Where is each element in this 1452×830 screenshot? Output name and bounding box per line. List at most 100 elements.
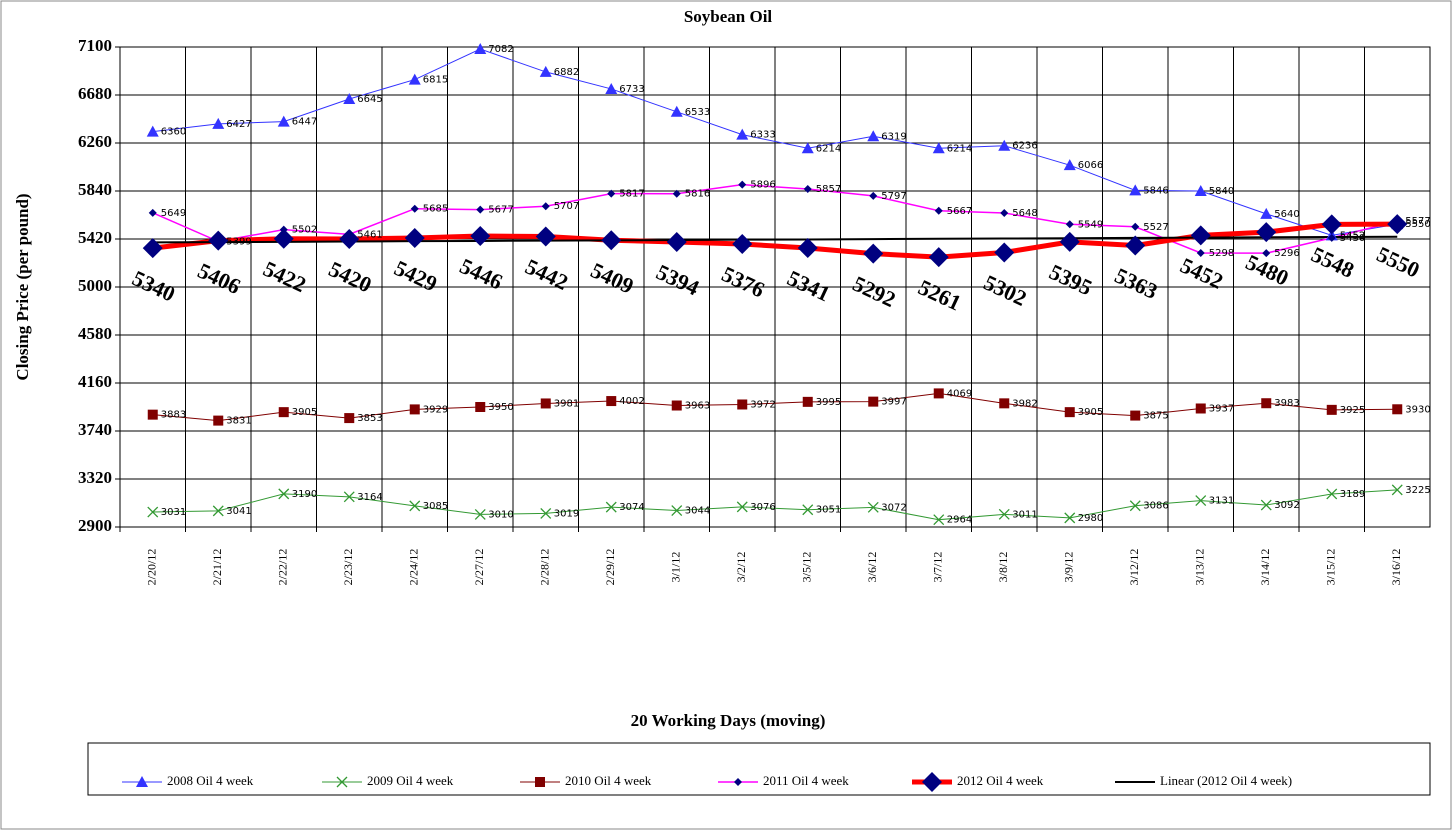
marker bbox=[208, 230, 229, 251]
data-label: 3010 bbox=[488, 509, 513, 520]
marker bbox=[278, 488, 290, 500]
marker bbox=[802, 504, 814, 516]
marker bbox=[867, 501, 879, 513]
data-label: 3086 bbox=[1143, 501, 1168, 512]
marker bbox=[803, 185, 812, 194]
marker bbox=[671, 400, 682, 411]
marker bbox=[212, 117, 225, 129]
marker bbox=[737, 399, 748, 410]
data-label: 3831 bbox=[226, 416, 251, 427]
marker bbox=[476, 205, 485, 214]
chart-title: Soybean Oil bbox=[684, 7, 773, 26]
data-label: 5430 bbox=[1340, 233, 1365, 244]
marker bbox=[802, 396, 813, 407]
data-label: 3982 bbox=[1012, 398, 1037, 409]
x-tick-label: 2/28/12 bbox=[538, 549, 552, 586]
data-label: 5797 bbox=[881, 191, 906, 202]
data-label: 5296 bbox=[1274, 248, 1299, 259]
data-label: 2964 bbox=[947, 515, 972, 526]
marker bbox=[142, 238, 163, 259]
data-label: 3997 bbox=[881, 397, 906, 408]
marker bbox=[666, 231, 687, 252]
data-label: 3072 bbox=[881, 502, 906, 513]
data-label: 5707 bbox=[554, 201, 579, 212]
marker bbox=[213, 415, 224, 426]
data-label: 5896 bbox=[750, 180, 775, 191]
y-tick-label: 5420 bbox=[78, 228, 112, 247]
marker bbox=[863, 243, 884, 264]
data-label: 6815 bbox=[423, 75, 448, 86]
legend-label: 2008 Oil 4 week bbox=[167, 773, 254, 788]
marker bbox=[933, 388, 944, 399]
marker bbox=[147, 506, 159, 518]
marker bbox=[1190, 225, 1211, 246]
y-tick-label: 3740 bbox=[78, 420, 112, 439]
data-label: 5577 bbox=[1405, 216, 1430, 227]
marker bbox=[1392, 404, 1403, 415]
data-label: 3883 bbox=[161, 410, 186, 421]
marker bbox=[474, 508, 486, 520]
x-tick-label: 3/15/12 bbox=[1324, 549, 1338, 586]
y-tick-label: 7100 bbox=[78, 36, 112, 55]
data-label: 3051 bbox=[816, 505, 841, 516]
data-label: 6319 bbox=[881, 131, 906, 142]
marker bbox=[670, 105, 683, 117]
x-tick-label: 2/29/12 bbox=[603, 549, 617, 586]
marker bbox=[734, 778, 742, 786]
marker bbox=[672, 189, 681, 198]
data-label: 6645 bbox=[357, 94, 382, 105]
data-label: 5527 bbox=[1143, 222, 1168, 233]
data-label: 6882 bbox=[554, 67, 579, 78]
marker bbox=[867, 130, 880, 142]
x-tick-label: 3/5/12 bbox=[800, 552, 814, 583]
data-label: 3875 bbox=[1143, 411, 1168, 422]
marker bbox=[934, 206, 943, 215]
data-label: 3076 bbox=[750, 502, 775, 513]
marker bbox=[1129, 500, 1141, 512]
marker bbox=[541, 202, 550, 211]
data-label: 5840 bbox=[1209, 186, 1234, 197]
data-label: 3937 bbox=[1209, 403, 1234, 414]
data-label: 3950 bbox=[488, 402, 513, 413]
marker bbox=[1261, 398, 1272, 409]
marker bbox=[540, 398, 551, 409]
marker bbox=[998, 139, 1011, 151]
marker bbox=[1195, 403, 1206, 414]
data-label: 3041 bbox=[226, 506, 251, 517]
y-tick-label: 6680 bbox=[78, 84, 112, 103]
marker bbox=[539, 65, 552, 77]
data-label: 5461 bbox=[357, 229, 382, 240]
data-label: 5677 bbox=[488, 205, 513, 216]
data-label: 5817 bbox=[619, 189, 644, 200]
x-tick-label: 3/14/12 bbox=[1258, 549, 1272, 586]
x-tick-label: 3/1/12 bbox=[669, 552, 683, 583]
data-label: 6066 bbox=[1078, 160, 1103, 171]
marker bbox=[933, 514, 945, 526]
data-label: 5502 bbox=[292, 225, 317, 236]
y-tick-label: 5840 bbox=[78, 180, 112, 199]
data-label: 5667 bbox=[947, 206, 972, 217]
marker bbox=[1064, 407, 1075, 418]
marker bbox=[212, 505, 224, 517]
marker bbox=[999, 398, 1010, 409]
y-axis-title: Closing Price (per pound) bbox=[13, 193, 32, 380]
marker bbox=[1195, 495, 1207, 507]
data-label: 3190 bbox=[292, 489, 317, 500]
legend-label: 2011 Oil 4 week bbox=[763, 773, 849, 788]
marker bbox=[1131, 222, 1140, 231]
data-label: 6447 bbox=[292, 117, 317, 128]
y-tick-label: 4580 bbox=[78, 324, 112, 343]
marker bbox=[1130, 410, 1141, 421]
marker bbox=[1125, 235, 1146, 256]
marker bbox=[1129, 184, 1142, 196]
data-label: 5816 bbox=[685, 189, 710, 200]
data-label: 3019 bbox=[554, 508, 579, 519]
marker bbox=[339, 229, 360, 249]
marker bbox=[1391, 484, 1403, 496]
data-label: 5549 bbox=[1078, 219, 1103, 230]
data-label: 3092 bbox=[1274, 500, 1299, 511]
marker bbox=[797, 238, 818, 259]
marker bbox=[1256, 222, 1277, 243]
x-tick-label: 3/9/12 bbox=[1062, 552, 1076, 583]
